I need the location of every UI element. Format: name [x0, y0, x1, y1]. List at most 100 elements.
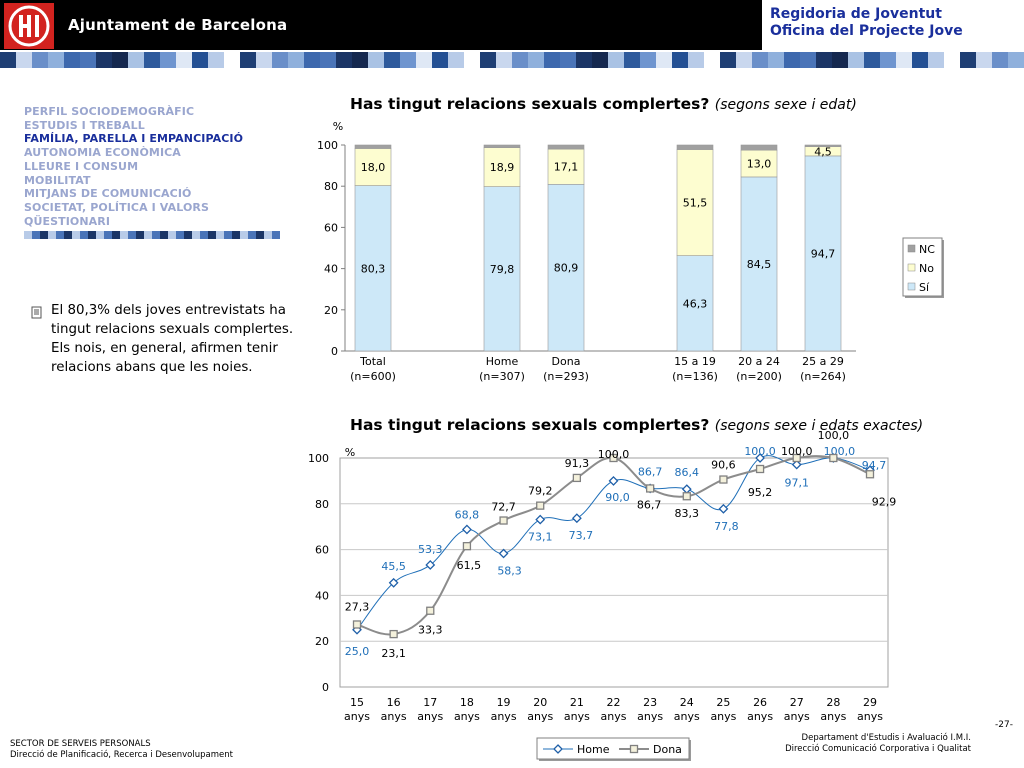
bar-value-label: 46,3 — [683, 297, 708, 310]
x-tick-label: 28 — [826, 696, 840, 709]
nav-item[interactable]: ESTUDIS I TREBALL — [24, 118, 145, 132]
data-value-label: 25,0 — [345, 645, 370, 658]
stripe-segment — [592, 52, 608, 68]
stripe-segment — [152, 231, 160, 239]
nav-item[interactable]: LLEURE I CONSUM — [24, 159, 139, 173]
data-value-label: 100,0 — [598, 448, 630, 461]
header-bar: Ajuntament de Barcelona — [0, 0, 762, 50]
data-value-label: 27,3 — [345, 600, 370, 613]
nav-item[interactable]: SOCIETAT, POLÍTICA I VALORS — [24, 200, 209, 214]
data-value-label: 95,2 — [748, 486, 773, 499]
stripe-segment — [128, 52, 144, 68]
stripe-segment — [0, 52, 16, 68]
x-tick-label: 27 — [790, 696, 804, 709]
nav-item[interactable]: FAMÍLIA, PARELLA I EMPANCIPACIÓ — [24, 132, 244, 146]
y-tick-label: 40 — [315, 589, 329, 602]
bar-segment — [483, 147, 521, 187]
y-tick-label: 0 — [322, 681, 329, 694]
legend-label: No — [919, 262, 934, 275]
data-value-label: 23,1 — [381, 647, 406, 660]
stripe-segment — [232, 231, 240, 239]
data-point-marker — [572, 473, 582, 483]
bar-segment — [547, 148, 585, 185]
chart1-subtitle: (segons sexe i edat) — [714, 97, 857, 113]
data-value-label: 68,8 — [455, 508, 480, 521]
nav-item[interactable]: PERFIL SOCIODEMOGRÀFIC — [24, 105, 195, 118]
nav-item[interactable]: MOBILITAT — [24, 173, 91, 187]
bar-segment — [740, 176, 778, 352]
header-stripe-decoration — [0, 52, 1024, 68]
data-point-marker — [829, 453, 838, 463]
nav-item[interactable]: QÜESTIONARI — [24, 214, 111, 228]
x-tick-unit: anys — [491, 710, 517, 723]
stripe-segment — [816, 52, 832, 68]
stripe-segment — [624, 52, 640, 68]
x-tick-unit: anys — [564, 710, 590, 723]
y-axis-unit: % — [333, 120, 343, 133]
chart2-title-main: Has tingut relacions sexuals complertes? — [350, 416, 710, 434]
x-category-label: 20 a 24 — [738, 355, 780, 368]
data-point-marker — [682, 492, 691, 501]
stripe-segment — [16, 52, 32, 68]
bar-segment — [676, 255, 714, 352]
chart2-title: Has tingut relacions sexuals complertes?… — [350, 416, 923, 434]
bar-value-label: 51,5 — [683, 197, 708, 210]
x-tick-label: 23 — [643, 696, 657, 709]
data-value-label: 79,2 — [528, 485, 553, 498]
stripe-segment — [368, 52, 384, 68]
bar-value-label: 80,9 — [554, 262, 579, 275]
stripe-segment — [216, 231, 224, 239]
stripe-segment — [104, 231, 112, 239]
legend-label: Sí — [919, 281, 930, 294]
stripe-segment — [928, 52, 944, 68]
legend-swatch — [907, 263, 916, 272]
nav-item[interactable]: AUTONOMIA ECONÒMICA — [24, 146, 181, 160]
y-axis-unit: % — [345, 446, 355, 459]
stripe-segment — [784, 52, 800, 68]
stripe-segment — [64, 231, 72, 239]
stripe-segment — [248, 231, 256, 239]
data-value-label: 45,5 — [381, 560, 406, 573]
bar-segment — [354, 185, 392, 352]
org-name: Ajuntament de Barcelona — [68, 16, 288, 34]
stripe-segment — [656, 52, 672, 68]
x-category-n: (n=600) — [350, 370, 396, 383]
x-tick-label: 17 — [423, 696, 437, 709]
stripe-segment — [144, 52, 160, 68]
data-value-label: 61,5 — [457, 559, 482, 572]
stripe-segment — [464, 52, 480, 68]
x-tick-label: 21 — [570, 696, 584, 709]
x-category-label: Home — [486, 355, 519, 368]
legend-label: NC — [919, 243, 935, 256]
bar-value-label: 84,5 — [747, 258, 772, 271]
y-tick-label: 40 — [324, 263, 338, 276]
data-point-marker — [498, 548, 509, 559]
x-category-n: (n=200) — [736, 370, 782, 383]
footer-direction: Direcció de Planificació, Recerca i Dese… — [10, 750, 233, 760]
stripe-segment — [264, 231, 272, 239]
data-point-marker — [462, 524, 472, 535]
stripe-segment — [848, 52, 864, 68]
data-value-label: 100,0 — [824, 445, 856, 458]
stripe-segment — [704, 52, 720, 68]
bar-segment — [547, 184, 585, 352]
y-tick-label: 20 — [315, 635, 329, 648]
x-tick-unit: anys — [747, 710, 773, 723]
data-point-marker — [609, 453, 618, 463]
stripe-segment — [240, 52, 256, 68]
stripe-segment — [56, 231, 64, 239]
stripe-segment — [112, 231, 120, 239]
stripe-segment — [64, 52, 80, 68]
bar-value-label: 17,1 — [554, 161, 579, 174]
data-point-marker — [755, 453, 765, 463]
stripe-segment — [224, 52, 240, 68]
data-point-marker — [755, 464, 765, 474]
stripe-segment — [912, 52, 928, 68]
stripe-segment — [800, 52, 816, 68]
data-point-marker — [536, 501, 545, 510]
stripe-segment — [32, 52, 48, 68]
nav-item[interactable]: MITJANS DE COMUNICACIÓ — [24, 187, 192, 201]
bullet-note-icon — [30, 305, 44, 324]
x-category-n: (n=264) — [800, 370, 846, 383]
stripe-segment — [512, 52, 528, 68]
